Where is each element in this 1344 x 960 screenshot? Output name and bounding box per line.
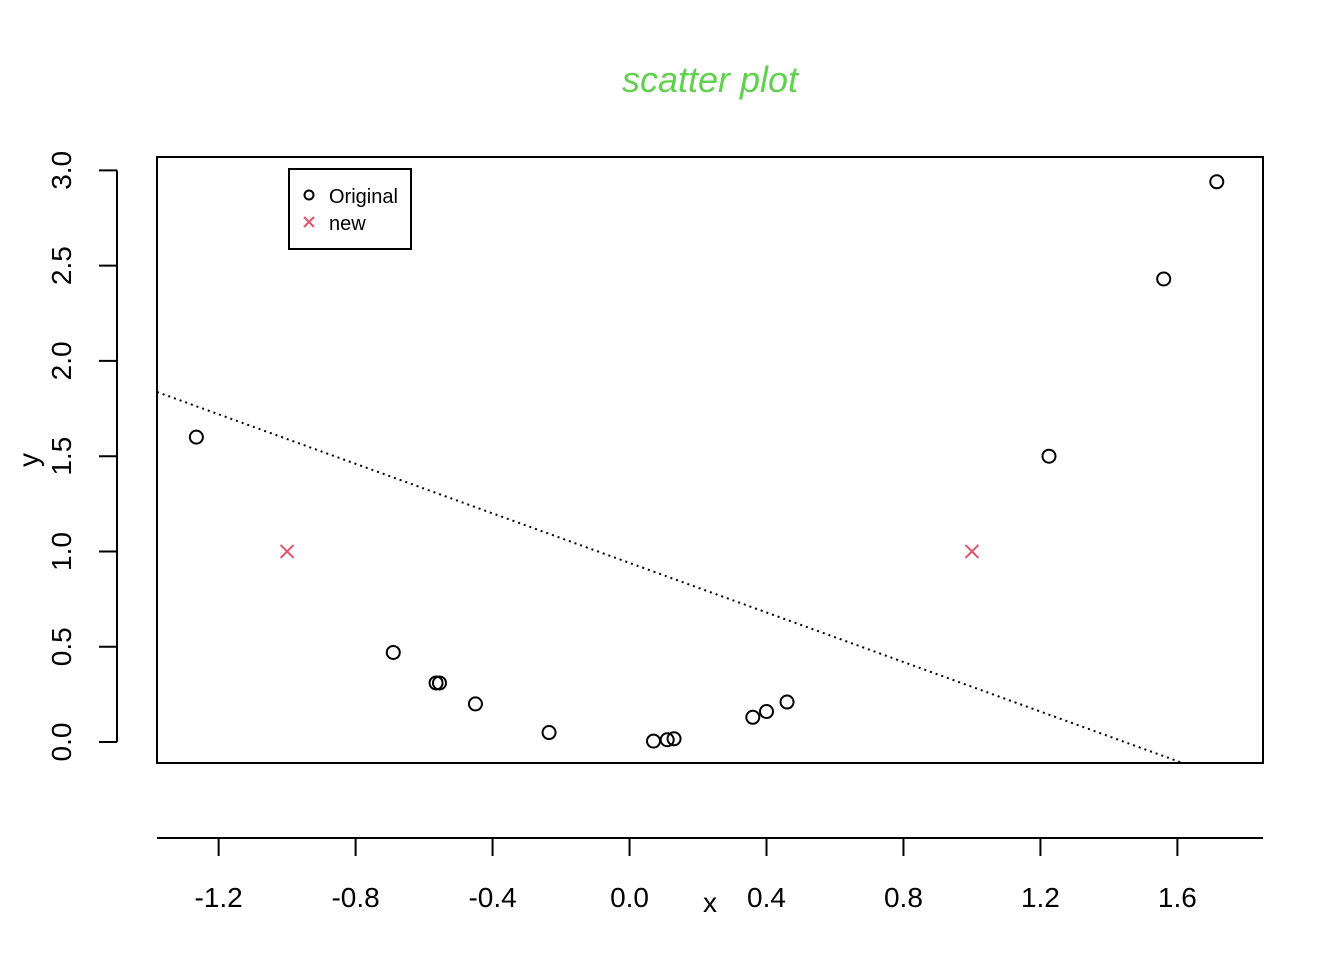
data-point-new	[964, 544, 980, 559]
data-point-original	[1041, 448, 1057, 464]
y-tick-label: 1.0	[46, 532, 77, 571]
y-tick-label: 0.5	[46, 627, 77, 666]
data-point-original	[1209, 174, 1225, 190]
x-tick-label: -1.2	[195, 882, 243, 913]
x-tick-label: -0.8	[331, 882, 379, 913]
legend-box	[288, 168, 412, 250]
plot-area	[157, 174, 1225, 763]
x-tick-label: 0.8	[884, 882, 923, 913]
data-point-original	[1156, 271, 1172, 287]
y-axis-label: y	[13, 453, 44, 467]
data-point-original	[758, 704, 774, 720]
x-tick-label: 1.2	[1021, 882, 1060, 913]
data-point-original	[431, 675, 447, 691]
data-point-new	[279, 544, 295, 559]
chart-title: scatter plot	[622, 59, 800, 100]
x-axis: -1.2 -0.8 -0.4 0.0 0.4 0.8 1.2 1.6	[157, 837, 1263, 913]
x-tick-label: -0.4	[468, 882, 516, 913]
x-tick-label: 0.4	[747, 882, 786, 913]
x-tick-label: 1.6	[1158, 882, 1197, 913]
y-axis: 0.0 0.5 1.0 1.5 2.0 2.5 3.0	[46, 151, 118, 762]
legend-label-new: new	[329, 213, 366, 235]
legend-label-original: Original	[329, 186, 398, 208]
legend-marker-original	[303, 189, 315, 201]
reference-line	[157, 391, 1186, 763]
data-point-original	[659, 732, 675, 748]
legend: Original new	[288, 168, 412, 250]
y-tick-label: 0.0	[46, 723, 77, 762]
y-tick-label: 2.5	[46, 246, 77, 285]
data-point-original	[467, 696, 483, 712]
x-tick-label: 0.0	[610, 882, 649, 913]
y-tick-label: 2.0	[46, 341, 77, 380]
data-point-original	[385, 644, 401, 660]
data-point-original	[188, 429, 204, 445]
data-point-original	[646, 733, 662, 749]
y-tick-label: 1.5	[46, 437, 77, 476]
data-point-original	[541, 725, 557, 741]
data-point-original	[779, 694, 795, 710]
y-tick-label: 3.0	[46, 151, 77, 190]
x-axis-label: x	[703, 887, 717, 918]
legend-marker-new	[303, 216, 315, 228]
data-point-original	[666, 731, 682, 747]
plot-frame	[156, 156, 1264, 764]
data-point-original	[745, 709, 761, 725]
